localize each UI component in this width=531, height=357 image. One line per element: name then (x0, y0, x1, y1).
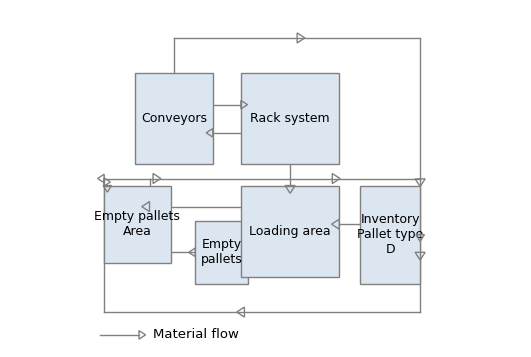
FancyBboxPatch shape (195, 221, 248, 284)
FancyBboxPatch shape (241, 186, 339, 277)
Text: Material flow: Material flow (153, 328, 239, 341)
Text: Empty
pallets: Empty pallets (201, 238, 243, 266)
Text: Loading area: Loading area (249, 225, 331, 238)
FancyBboxPatch shape (361, 186, 420, 284)
Text: Conveyors: Conveyors (141, 112, 207, 125)
Text: Inventory
Pallet type
D: Inventory Pallet type D (357, 213, 423, 256)
Text: Rack system: Rack system (250, 112, 330, 125)
FancyBboxPatch shape (241, 73, 339, 165)
FancyBboxPatch shape (135, 73, 213, 165)
FancyBboxPatch shape (104, 186, 170, 263)
Text: Empty pallets
Area: Empty pallets Area (95, 210, 180, 238)
